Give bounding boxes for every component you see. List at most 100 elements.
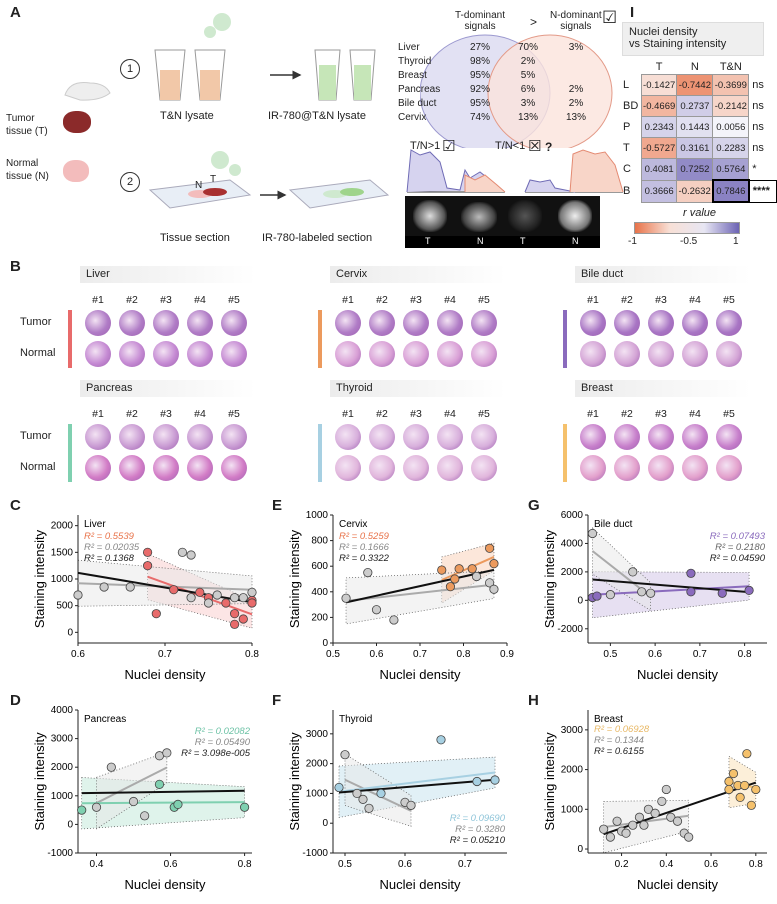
step-2-circle: 2 bbox=[120, 172, 140, 192]
data-point-n bbox=[203, 598, 214, 608]
heatmap-significance: ns bbox=[752, 142, 764, 154]
data-point-t bbox=[143, 547, 153, 557]
y-tick-label: 0 bbox=[577, 595, 583, 606]
data-point-t bbox=[742, 749, 752, 759]
data-point-t bbox=[724, 784, 734, 795]
y-tick-label: 2000 bbox=[51, 521, 74, 532]
venn-row: Liver 27% 70% 3% bbox=[398, 42, 628, 56]
data-point-t bbox=[472, 776, 482, 787]
data-point-n bbox=[212, 590, 222, 600]
he-core-tumor bbox=[187, 310, 213, 336]
heatmap-significance: ns bbox=[752, 79, 764, 91]
heatmap-cell: 0.7846 bbox=[711, 179, 750, 203]
venn-cell-n: 13% bbox=[565, 112, 586, 123]
sample-id: #3 bbox=[160, 294, 172, 306]
sample-id: #4 bbox=[689, 294, 701, 306]
r-squared-label: R² = 0.5259 bbox=[339, 531, 390, 542]
data-point-t bbox=[230, 609, 240, 619]
y-tick-label: 200 bbox=[311, 612, 328, 623]
heatmap-cell: 0.3666 bbox=[640, 179, 678, 203]
sample-id: #2 bbox=[376, 294, 388, 306]
r-squared-label: R² = 0.2180 bbox=[715, 542, 766, 553]
sample-id: #2 bbox=[376, 408, 388, 420]
x-tick-label: 0.7 bbox=[413, 649, 427, 660]
he-core-normal bbox=[153, 455, 179, 481]
heatmap-col-header: N bbox=[690, 61, 699, 73]
tubes-illustration bbox=[154, 13, 376, 101]
r-squared-label: R² = 0.6155 bbox=[594, 746, 645, 757]
sample-id: #2 bbox=[126, 294, 138, 306]
data-point-n bbox=[247, 587, 257, 597]
y-tick-label: -1000 bbox=[302, 848, 328, 859]
venn-row: Pancreas 92% 6% 2% bbox=[398, 84, 628, 98]
panel-label-a: A bbox=[10, 4, 21, 21]
data-point-n bbox=[128, 796, 139, 807]
he-core-normal bbox=[437, 455, 463, 481]
legend-tick-min: -1 bbox=[628, 236, 637, 247]
he-core-normal bbox=[716, 455, 742, 481]
sample-id: #5 bbox=[723, 408, 735, 420]
heatmap-significance: * bbox=[752, 163, 757, 175]
fit-line-tumor bbox=[592, 585, 750, 596]
data-point-t bbox=[436, 735, 446, 745]
y-tick-label: 1500 bbox=[51, 547, 74, 558]
panel-label-g: G bbox=[528, 497, 540, 514]
he-core-normal bbox=[221, 341, 247, 367]
venn-cell-mid: 2% bbox=[520, 56, 536, 67]
tissue-color-bar bbox=[318, 424, 322, 482]
data-point-t bbox=[247, 598, 257, 608]
data-point-t bbox=[490, 775, 500, 785]
step-1-circle: 1 bbox=[120, 59, 140, 79]
venn-row: Breast 95% 5% bbox=[398, 70, 628, 84]
data-point-n bbox=[140, 811, 150, 821]
venn-cell-t: 95% bbox=[469, 98, 490, 109]
sample-id: #1 bbox=[92, 294, 104, 306]
y-tick-label: 3000 bbox=[306, 729, 329, 740]
he-core-tumor bbox=[119, 424, 145, 450]
x-tick-label: 0.6 bbox=[370, 649, 384, 660]
venn-cell-t: 95% bbox=[469, 70, 490, 81]
sample-id: #3 bbox=[410, 408, 422, 420]
he-core-normal bbox=[119, 341, 145, 367]
r-squared-label: R² = 0.3280 bbox=[455, 824, 506, 835]
sample-id: #4 bbox=[444, 408, 456, 420]
tumor-tissue-icon bbox=[63, 111, 91, 133]
venn-cell-organ: Cervix bbox=[398, 112, 427, 123]
he-core-tumor bbox=[648, 310, 674, 336]
sample-id: #5 bbox=[478, 408, 490, 420]
he-core-normal bbox=[85, 341, 111, 367]
data-point-n bbox=[389, 615, 399, 625]
he-core-tumor bbox=[369, 310, 395, 336]
sample-id: #1 bbox=[92, 408, 104, 420]
data-point-n bbox=[91, 802, 102, 812]
heatmap-significance: **** bbox=[748, 179, 777, 203]
he-core-normal bbox=[335, 341, 361, 367]
heatmap-cell: 0.2737 bbox=[676, 95, 714, 117]
data-point-t bbox=[740, 780, 750, 791]
data-point-t bbox=[450, 574, 460, 584]
data-point-t bbox=[751, 784, 761, 795]
he-core-normal bbox=[369, 341, 395, 367]
r-squared-label: R² = 0.07493 bbox=[710, 531, 766, 542]
data-point-n bbox=[628, 820, 638, 830]
r-squared-label: R² = 0.02082 bbox=[195, 726, 251, 737]
r-squared-label: R² = 3.098e-005 bbox=[181, 748, 251, 759]
he-core-tumor bbox=[580, 310, 606, 336]
he-core-tumor bbox=[716, 424, 742, 450]
tissue-section-label: Tissue section bbox=[160, 232, 230, 244]
he-core-tumor bbox=[648, 424, 674, 450]
data-point-n bbox=[471, 571, 482, 582]
he-core-tumor bbox=[471, 310, 497, 336]
slide-T-label: T bbox=[210, 174, 217, 185]
r-squared-label: R² = 0.06928 bbox=[594, 724, 650, 735]
y-tick-label: -1000 bbox=[47, 848, 73, 859]
tissue-color-bar bbox=[318, 310, 322, 368]
venn-cell-mid: 3% bbox=[520, 98, 536, 109]
heatmap-cell: 0.3161 bbox=[676, 137, 714, 159]
he-core-normal bbox=[471, 455, 497, 481]
heatmap-cell: -0.4669 bbox=[640, 95, 678, 117]
data-point-n bbox=[73, 590, 83, 600]
data-point-t bbox=[143, 561, 153, 571]
y-tick-label: 2000 bbox=[561, 567, 584, 578]
data-point-t bbox=[445, 582, 456, 592]
